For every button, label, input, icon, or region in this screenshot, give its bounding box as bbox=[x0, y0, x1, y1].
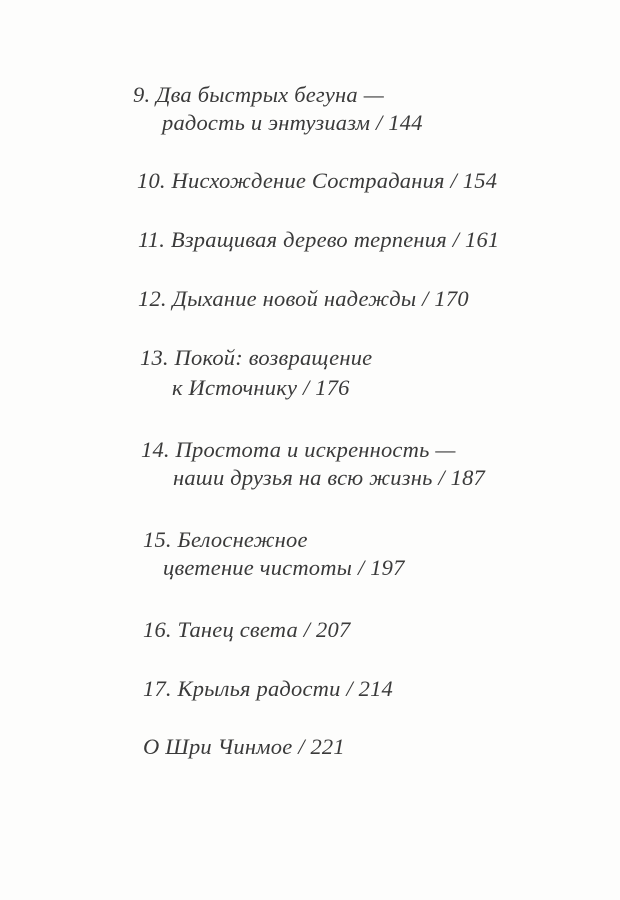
toc-entry-line: к Источнику / 176 bbox=[172, 375, 350, 400]
toc-entry-line: 10. Нисхождение Сострадания / 154 bbox=[137, 168, 498, 193]
toc-entry-line: О Шри Чинмое / 221 bbox=[143, 734, 345, 759]
toc-entry-line: 11. Взращивая дерево терпения / 161 bbox=[138, 227, 500, 252]
toc-entry-line: 17. Крылья радости / 214 bbox=[143, 676, 393, 701]
toc-entry-line: 14. Простота и искренность — bbox=[141, 437, 456, 462]
toc-entry-line: цветение чистоты / 197 bbox=[163, 555, 405, 580]
toc-entry-line: 16. Танец света / 207 bbox=[143, 617, 351, 642]
toc-entry-line: радость и энтузиазм / 144 bbox=[162, 110, 423, 135]
toc-entry-line: 9. Два быстрых бегуна — bbox=[133, 82, 384, 107]
toc-entry-line: наши друзья на всю жизнь / 187 bbox=[173, 465, 485, 490]
toc-entry-line: 12. Дыхание новой надежды / 170 bbox=[138, 286, 469, 311]
toc-entry-line: 15. Белоснежное bbox=[143, 527, 308, 552]
toc-entry-line: 13. Покой: возвращение bbox=[140, 345, 373, 370]
